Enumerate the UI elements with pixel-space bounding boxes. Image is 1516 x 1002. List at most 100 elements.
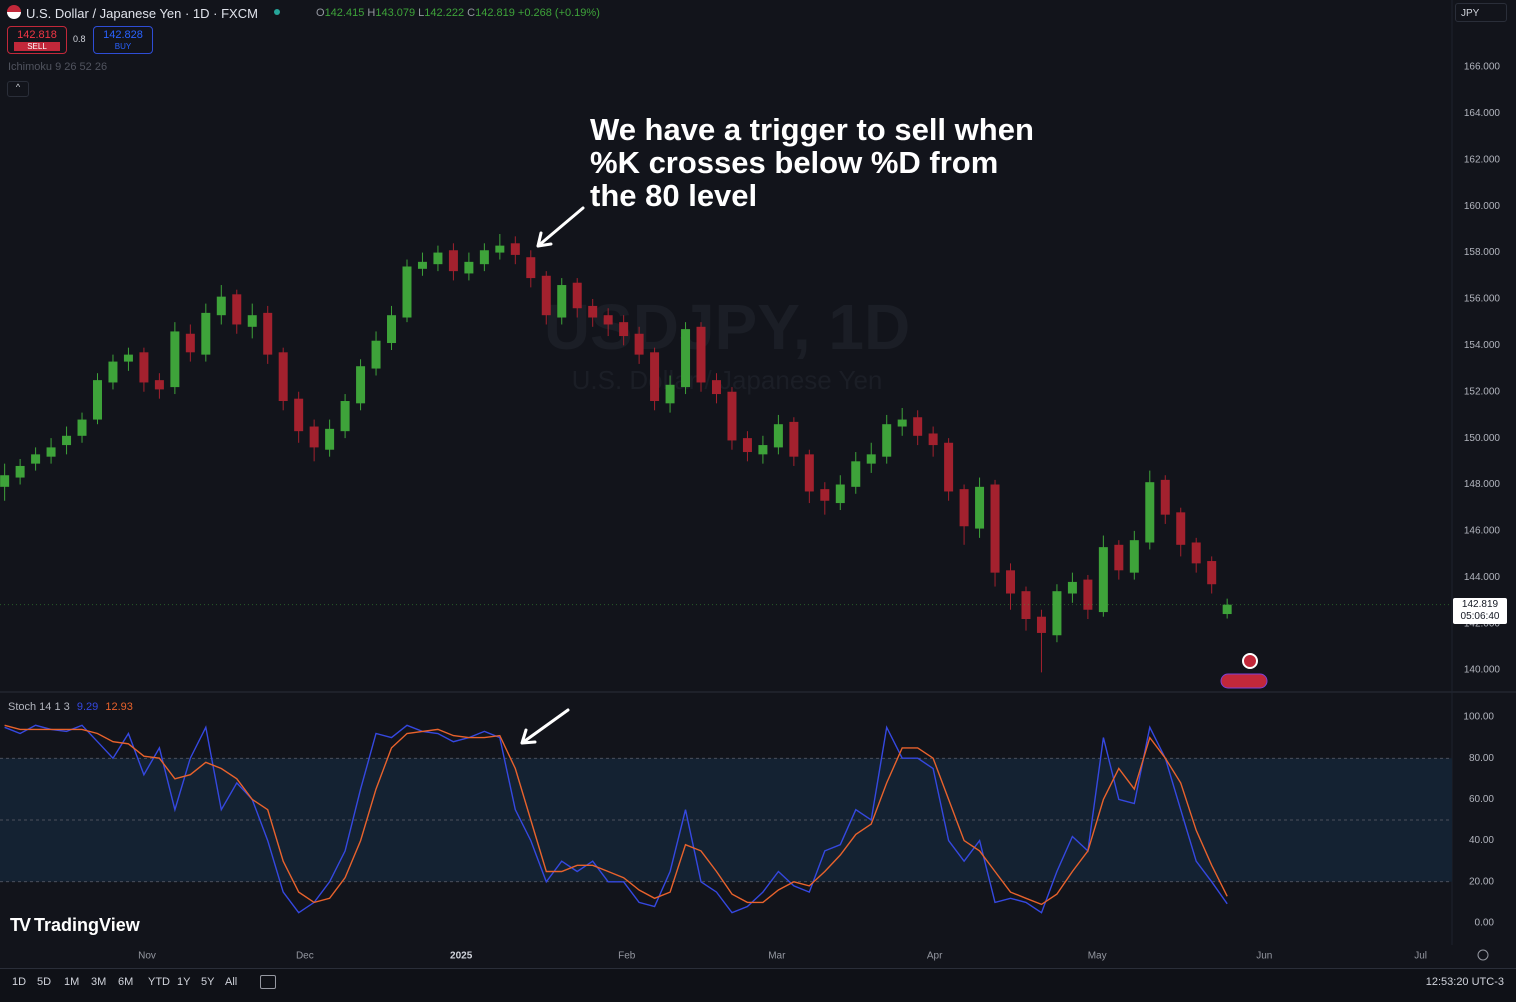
range-button[interactable]: 1D <box>12 976 27 988</box>
x-tick-label: Nov <box>138 951 156 962</box>
candle-body <box>959 489 969 527</box>
ohlc-label: H <box>367 7 376 19</box>
range-button[interactable]: 5D <box>37 976 52 988</box>
candle-body <box>387 315 397 344</box>
candle-body <box>897 419 907 427</box>
event-icon[interactable] <box>1242 653 1258 669</box>
date-range-icon[interactable] <box>260 975 276 989</box>
ohlc-readout: O142.415 H143.079 L142.222 C142.819 +0.2… <box>316 7 600 19</box>
ohlc-label: L <box>418 7 425 19</box>
range-button[interactable]: 1Y <box>177 976 191 988</box>
candle-body <box>1160 479 1170 515</box>
sell-button[interactable]: 142.818 SELL <box>7 26 67 54</box>
candle-body <box>975 486 985 529</box>
candle-body <box>696 326 706 383</box>
candle-body <box>711 380 721 395</box>
candle-body <box>572 282 582 309</box>
last-price-label: 142.819 05:06:40 <box>1453 598 1507 624</box>
candle-body <box>913 417 923 436</box>
candle-body <box>928 433 938 446</box>
candle-body <box>758 445 768 455</box>
y-tick-label: 140.000 <box>1464 665 1501 676</box>
currency-select[interactable]: JPY <box>1455 3 1507 22</box>
y-tick-label: 60.00 <box>1469 794 1494 805</box>
candle-body <box>804 454 814 492</box>
stoch-title: Stoch 14 1 3 <box>8 701 70 713</box>
ohlc-label: C <box>467 7 476 19</box>
candle-body <box>309 426 319 448</box>
candle-body <box>773 424 783 448</box>
settings-icon[interactable] <box>1477 949 1489 961</box>
candle-body <box>402 266 412 318</box>
candle-body <box>464 261 474 274</box>
candle-body <box>46 447 56 457</box>
candle-body <box>1129 540 1139 573</box>
range-button[interactable]: 1M <box>64 976 80 988</box>
annotation: We have a trigger to sell when %K crosse… <box>590 113 1034 212</box>
stoch-line <box>4 724 1228 906</box>
candle-body <box>835 484 845 504</box>
range-button[interactable]: YTD <box>148 976 170 988</box>
logo-mark: TV <box>10 915 31 935</box>
candle-body <box>325 428 335 450</box>
candle-body <box>201 312 211 355</box>
candle-body <box>1207 561 1217 585</box>
candle-body <box>108 361 118 383</box>
candle-body <box>92 380 102 420</box>
y-tick-label: 160.000 <box>1464 201 1501 212</box>
stoch-line <box>4 724 1228 914</box>
last-price: 142.819 <box>1461 599 1499 610</box>
arrow <box>536 206 585 248</box>
y-tick-label: 40.00 <box>1469 835 1494 846</box>
ohlc-value: 142.415 <box>324 7 365 19</box>
buy-label: BUY <box>114 42 132 51</box>
candle-body <box>433 252 443 265</box>
candle-body <box>1191 542 1201 564</box>
buy-price: 142.828 <box>103 29 143 41</box>
range-button[interactable]: All <box>225 976 238 988</box>
x-tick-label: Dec <box>296 951 314 962</box>
indicator-label[interactable]: Ichimoku 9 26 52 26 <box>8 61 108 73</box>
y-tick-label: 158.000 <box>1464 247 1501 258</box>
candle-body <box>1067 581 1077 594</box>
spread: 0.8 <box>73 34 86 44</box>
candle-body <box>1114 544 1124 571</box>
candle-body <box>216 296 226 316</box>
range-button[interactable]: 3M <box>91 976 107 988</box>
y-tick-label: 156.000 <box>1464 294 1501 305</box>
candle-body <box>1036 616 1046 633</box>
annotation-line: the 80 level <box>590 178 758 213</box>
candle-body <box>603 315 613 325</box>
candle-body <box>789 421 799 457</box>
x-tick-label: Jun <box>1256 951 1272 962</box>
candle-body <box>650 352 660 402</box>
watermark-title: USDJPY, 1D <box>544 291 910 363</box>
event-icons[interactable] <box>1220 673 1268 689</box>
flag-icon <box>7 5 21 19</box>
candle-body <box>77 419 87 436</box>
candle-body <box>944 442 954 492</box>
y-tick-label: 152.000 <box>1464 386 1501 397</box>
candle-body <box>247 315 257 327</box>
range-button[interactable]: 5Y <box>201 976 215 988</box>
sell-price: 142.818 <box>17 29 57 41</box>
sell-label: SELL <box>14 42 60 51</box>
ohlc-change: +0.268 (+0.19%) <box>517 7 600 19</box>
stoch-legend[interactable]: Stoch 14 1 3 9.29 12.93 <box>8 701 133 713</box>
candle-body <box>1052 591 1062 636</box>
candle-body <box>588 305 598 318</box>
candle-body <box>1021 591 1031 620</box>
buy-button[interactable]: 142.828 BUY <box>93 26 153 54</box>
symbol-title[interactable]: U.S. Dollar / Japanese Yen · 1D · FXCM <box>26 6 258 21</box>
candle-body <box>866 454 876 464</box>
y-tick-label: 100.00 <box>1463 712 1494 723</box>
candle-body <box>851 461 861 487</box>
candle-body <box>619 322 629 337</box>
collapse-button[interactable]: ^ <box>7 81 29 97</box>
range-button[interactable]: 6M <box>118 976 134 988</box>
candle-body <box>15 465 25 478</box>
candle-body <box>681 329 691 388</box>
candle-body <box>62 435 72 446</box>
